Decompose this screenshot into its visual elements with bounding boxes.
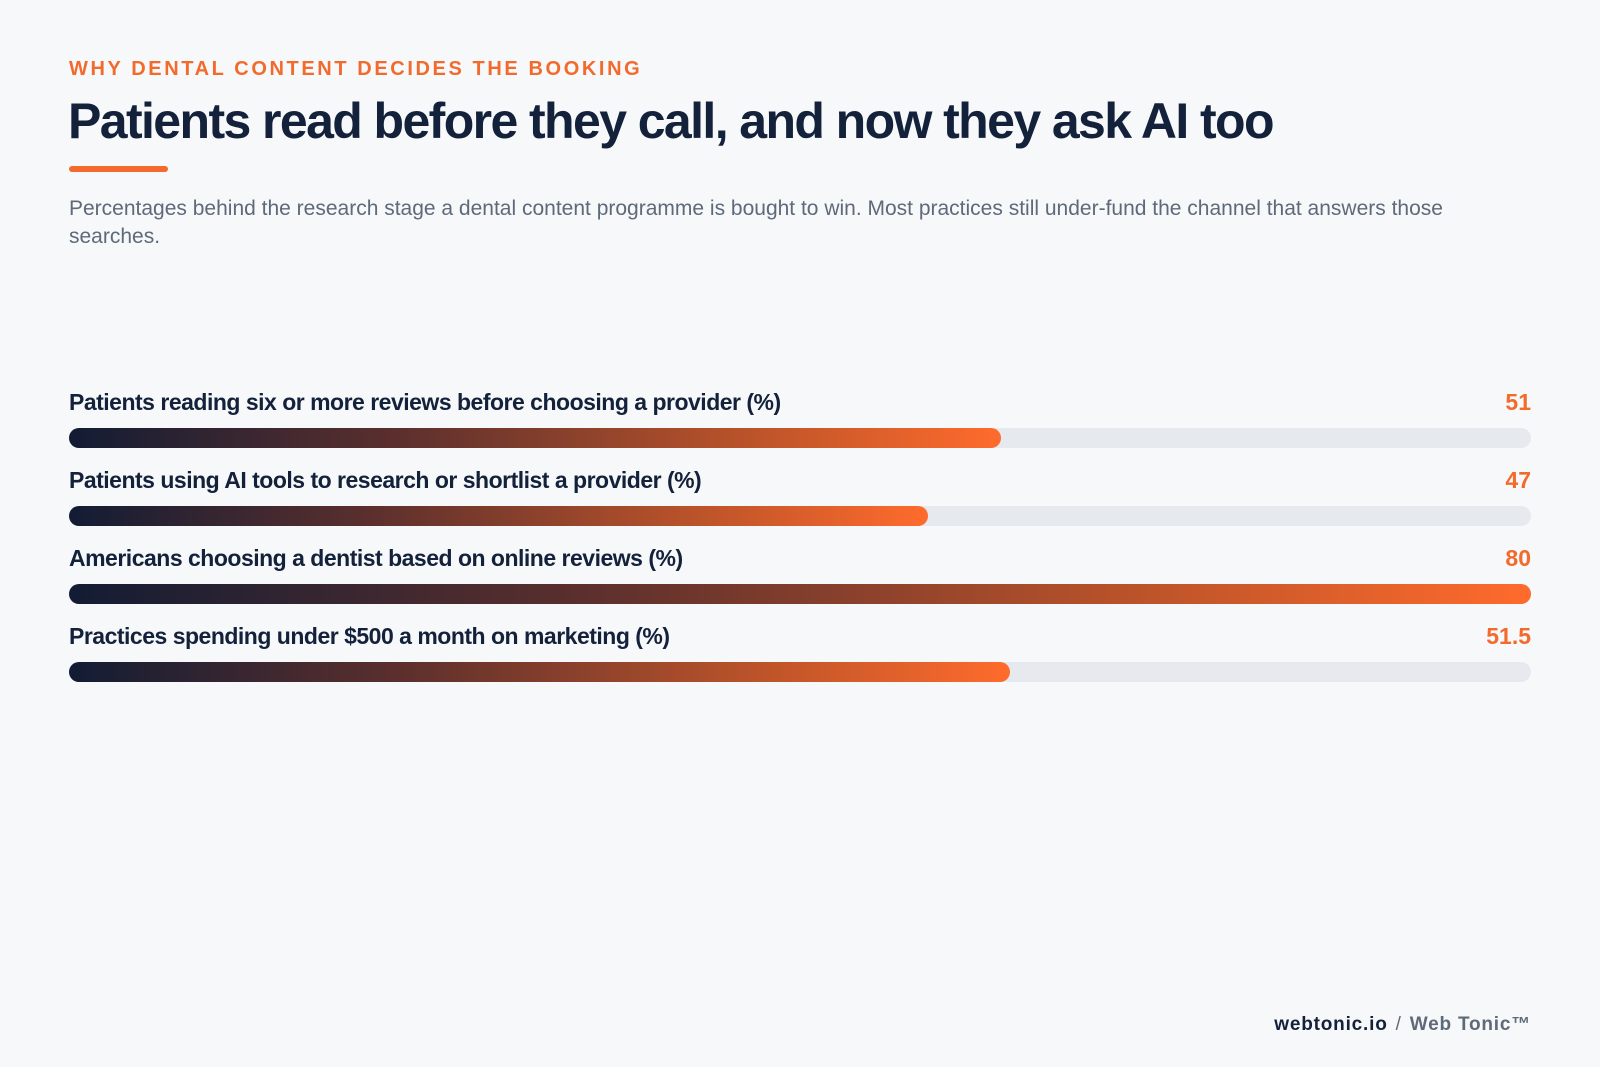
bar-row-header: Americans choosing a dentist based on on… xyxy=(69,541,1531,583)
bar-row-header: Practices spending under $500 a month on… xyxy=(69,619,1531,661)
footer-separator: / xyxy=(1395,1014,1402,1035)
bar-track xyxy=(69,428,1531,448)
title-accent-rule xyxy=(69,166,168,172)
bar-category-label: Patients reading six or more reviews bef… xyxy=(69,389,781,415)
bar-fill xyxy=(69,428,1001,448)
footer-credit: webtonic.io / Web Tonic™ xyxy=(1274,1014,1531,1036)
bar-fill xyxy=(69,584,1531,604)
bar-track xyxy=(69,584,1531,604)
bar-track xyxy=(69,662,1531,682)
bar-fill xyxy=(69,662,1010,682)
bar-category-label: Patients using AI tools to research or s… xyxy=(69,467,702,493)
bar-row-header: Patients using AI tools to research or s… xyxy=(69,463,1531,505)
bar-row: Patients using AI tools to research or s… xyxy=(69,463,1531,541)
bar-value-label: 51.5 xyxy=(1486,623,1531,649)
bar-fill xyxy=(69,506,928,526)
bar-row: Americans choosing a dentist based on on… xyxy=(69,541,1531,619)
footer-domain: webtonic.io xyxy=(1274,1014,1388,1035)
bar-value-label: 51 xyxy=(1505,389,1531,415)
bar-chart: Patients reading six or more reviews bef… xyxy=(69,385,1531,697)
bar-category-label: Americans choosing a dentist based on on… xyxy=(69,545,683,571)
page-title: Patients read before they call, and now … xyxy=(68,93,1275,149)
bar-row-header: Patients reading six or more reviews bef… xyxy=(69,385,1531,427)
bar-value-label: 47 xyxy=(1505,467,1531,493)
bar-row: Patients reading six or more reviews bef… xyxy=(69,385,1531,463)
eyebrow-label: WHY DENTAL CONTENT DECIDES THE BOOKING xyxy=(69,58,643,80)
bar-row: Practices spending under $500 a month on… xyxy=(69,619,1531,697)
bar-value-label: 80 xyxy=(1505,545,1531,571)
bar-category-label: Practices spending under $500 a month on… xyxy=(69,623,670,649)
page-subtitle: Percentages behind the research stage a … xyxy=(69,197,1443,248)
bar-track xyxy=(69,506,1531,526)
footer-brand: Web Tonic™ xyxy=(1409,1014,1531,1035)
